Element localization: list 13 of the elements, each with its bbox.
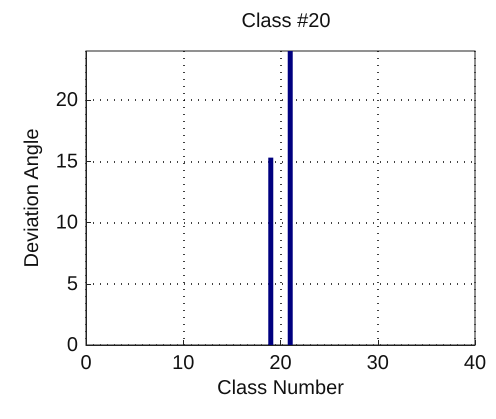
x-axis-title: Class Number: [217, 376, 344, 399]
y-tick-label: 5: [66, 272, 78, 295]
y-tick-label: 15: [56, 150, 78, 172]
x-tick-label: 20: [269, 352, 292, 374]
x-tick-label: 10: [172, 352, 194, 374]
y-axis-title: Deviation Angle: [21, 128, 43, 268]
y-tick-label: 0: [66, 334, 78, 356]
chart-title: Class #20: [242, 10, 330, 32]
x-tick-label: 0: [80, 352, 92, 374]
y-tick-label: 20: [56, 89, 78, 111]
y-tick-label: 10: [56, 212, 78, 234]
x-tick-label: 30: [366, 352, 389, 374]
x-tick-label: 40: [464, 352, 486, 374]
